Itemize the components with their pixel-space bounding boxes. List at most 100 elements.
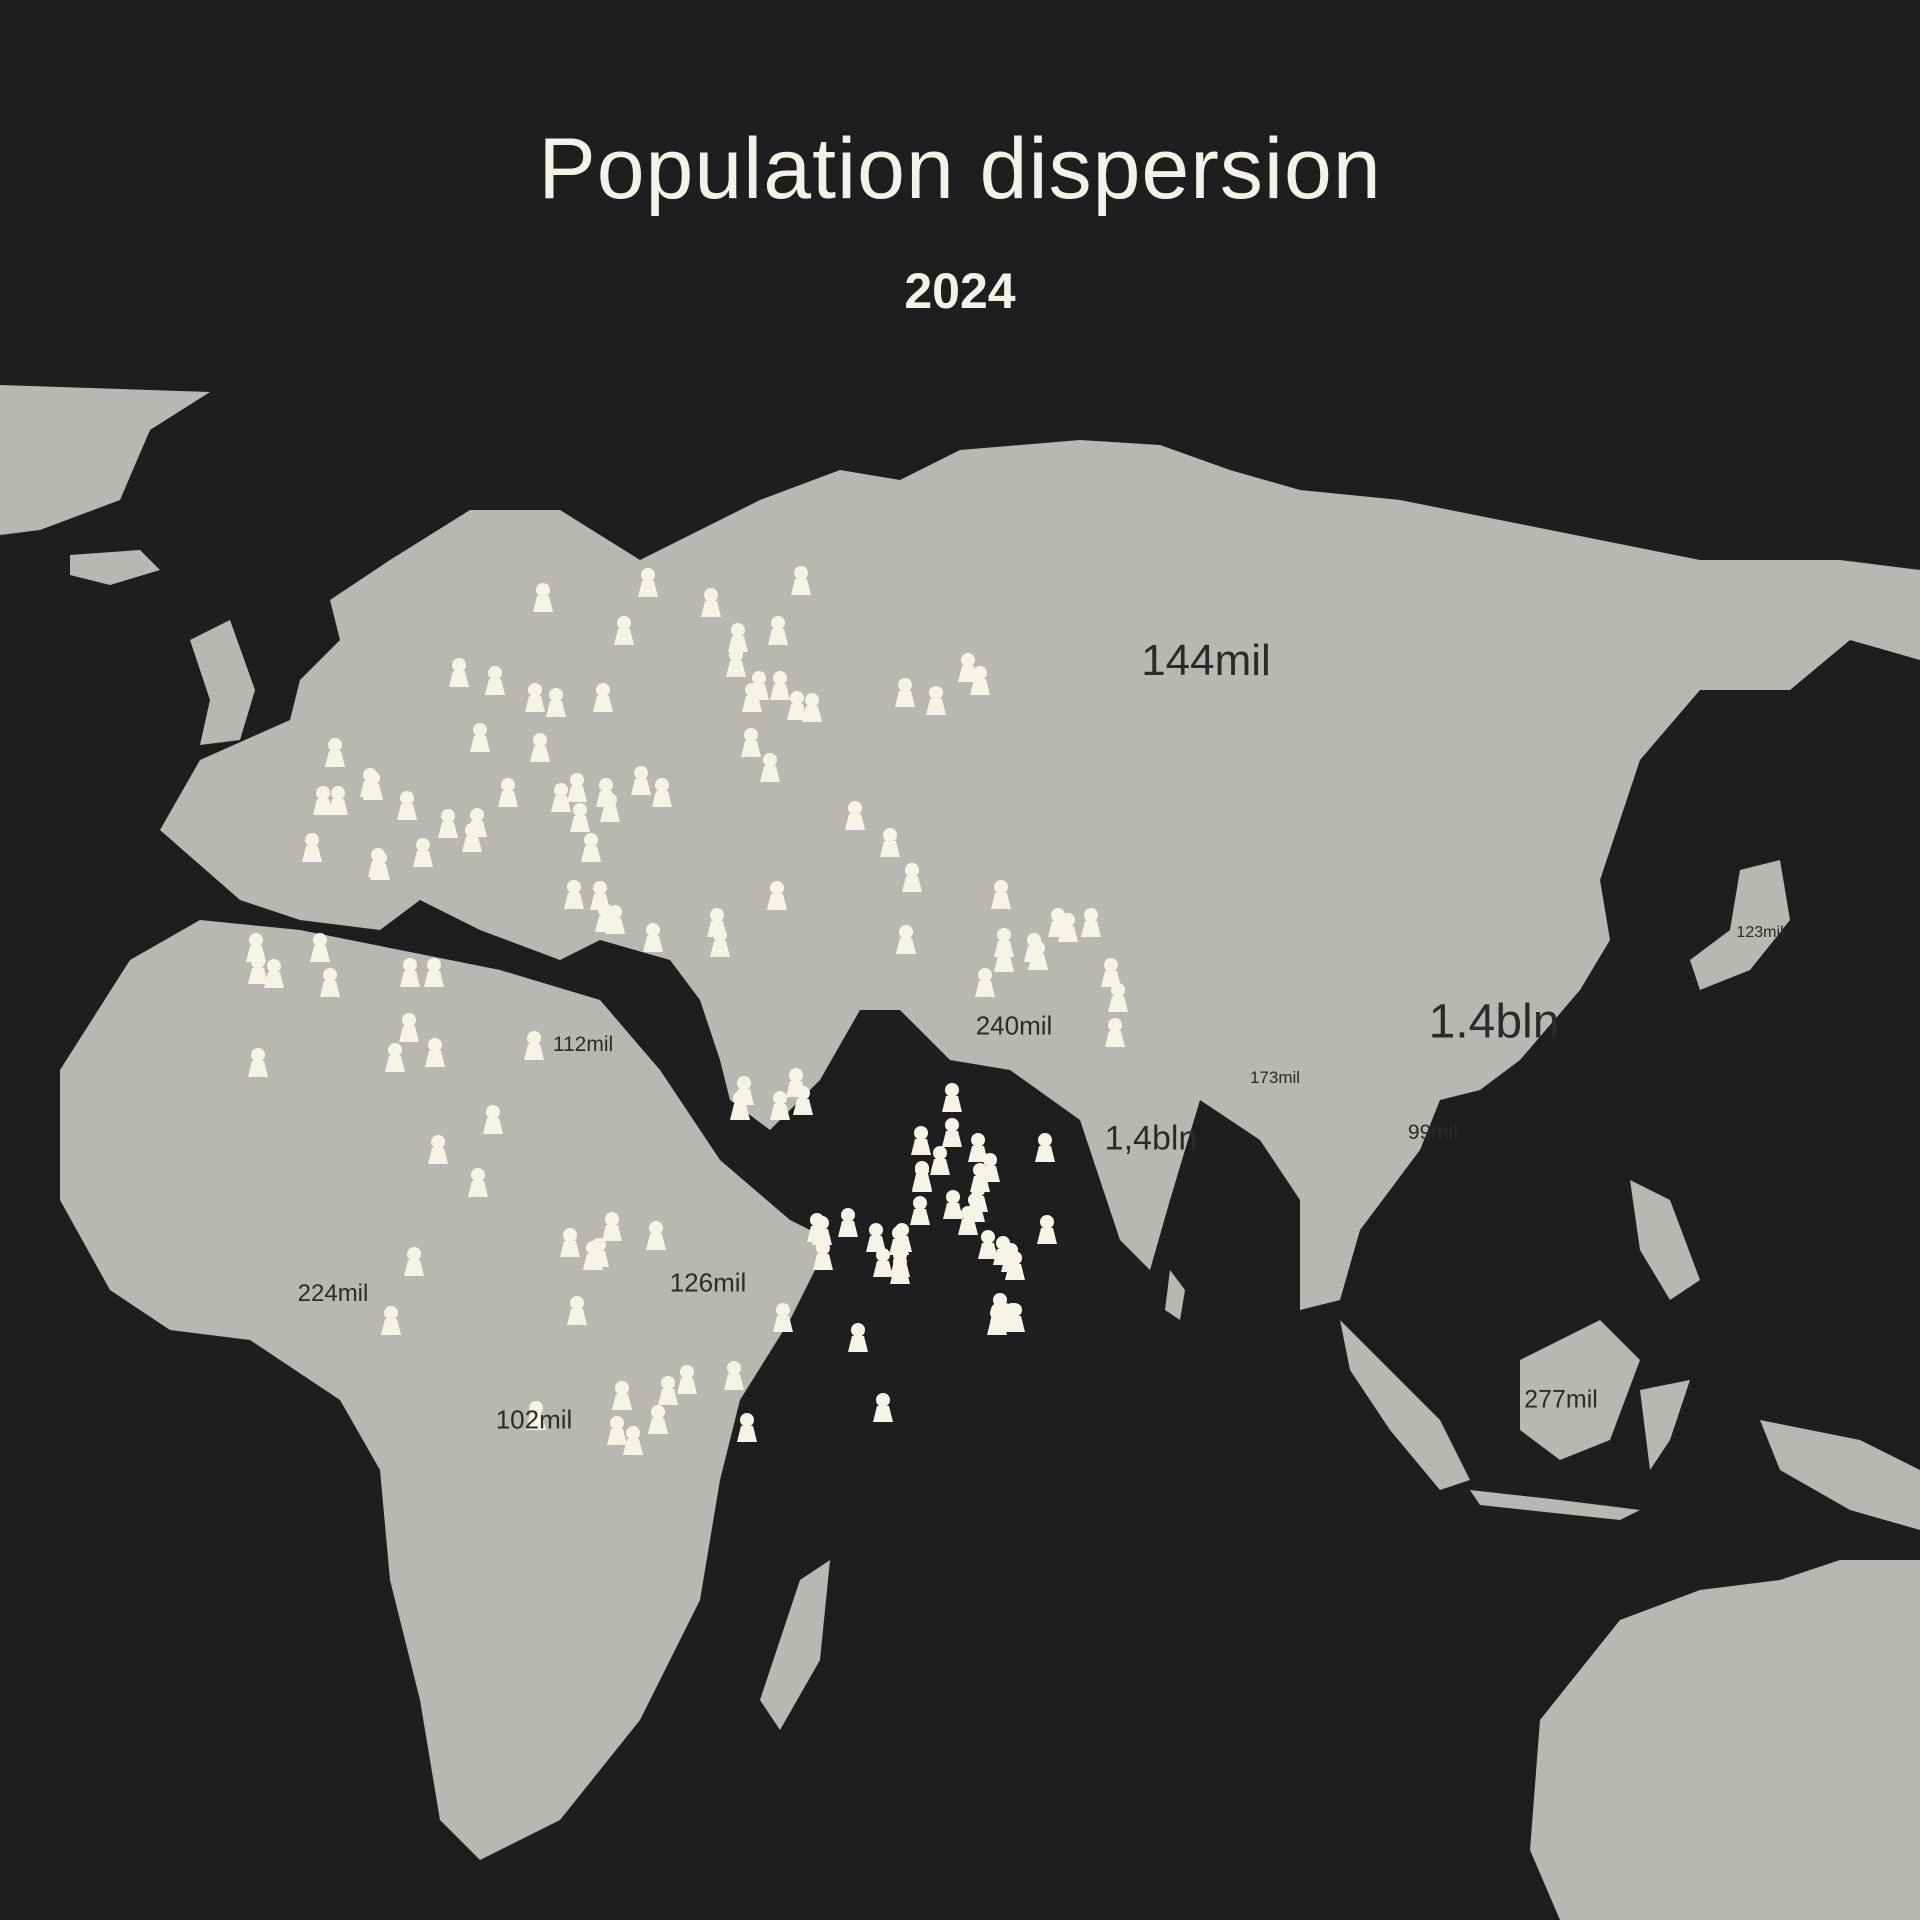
map-year: 2024 <box>904 263 1016 319</box>
person-pin-icon <box>385 1043 405 1072</box>
person-pin-icon <box>880 828 900 857</box>
person-pin-icon <box>910 1196 930 1225</box>
person-pin-icon <box>310 933 330 962</box>
person-pin-icon <box>648 1405 668 1434</box>
region-population-label: 240mil <box>975 1010 1053 1041</box>
map-title: Population dispersion <box>538 121 1382 217</box>
person-pin-icon <box>652 778 672 807</box>
person-pin-icon <box>524 1031 544 1060</box>
person-pin-icon <box>425 1038 445 1067</box>
iceland <box>70 550 160 585</box>
person-pin-icon <box>658 1376 678 1405</box>
person-pin-icon <box>1037 1215 1057 1244</box>
person-pin-icon <box>990 1293 1010 1322</box>
person-pin-icon <box>570 803 590 832</box>
person-pin-icon <box>965 1193 985 1222</box>
person-pin-icon <box>600 793 620 822</box>
person-pin-icon <box>791 566 811 595</box>
person-pin-icon <box>930 1146 950 1175</box>
person-pin-icon <box>787 691 807 720</box>
person-pin-icon <box>701 588 721 617</box>
person-pin-icon <box>248 1048 268 1077</box>
person-pin-icon <box>970 666 990 695</box>
person-pin-icon <box>813 1241 833 1270</box>
person-pin-icon <box>533 583 553 612</box>
person-pin-icon <box>363 771 383 800</box>
greenland <box>0 385 210 535</box>
region-population-label: 123mil <box>1736 924 1784 941</box>
person-pin-icon <box>741 728 761 757</box>
person-pin-icon <box>1028 941 1048 970</box>
region-population-label: 102mil <box>495 1404 573 1435</box>
new-guinea <box>1760 1420 1920 1530</box>
person-pin-icon <box>530 733 550 762</box>
person-pin-icon <box>583 1241 603 1270</box>
person-pin-icon <box>438 809 458 838</box>
person-pin-icon <box>890 1255 910 1284</box>
philippines <box>1630 1180 1700 1300</box>
person-pin-icon <box>567 1296 587 1325</box>
person-pin-icon <box>912 1163 932 1192</box>
person-pin-icon <box>767 881 787 910</box>
person-pin-icon <box>462 823 482 852</box>
person-pin-icon <box>551 783 571 812</box>
person-pin-icon <box>991 880 1011 909</box>
borneo <box>1520 1320 1640 1460</box>
region-population-label: 112mil <box>552 1033 614 1056</box>
region-population-label: 173mil <box>1249 1068 1301 1087</box>
madagascar <box>760 1560 830 1730</box>
land-masses <box>0 385 1920 1920</box>
person-pin-icon <box>911 1126 931 1155</box>
person-pin-icon <box>1058 913 1078 942</box>
person-pin-icon <box>749 671 769 700</box>
person-pin-icon <box>942 1083 962 1112</box>
person-pin-icon <box>848 1323 868 1352</box>
person-pin-icon <box>248 955 268 984</box>
person-pin-icon <box>320 968 340 997</box>
region-population-label: 126mil <box>669 1267 747 1298</box>
person-pin-icon <box>546 688 566 717</box>
person-pin-icon <box>413 838 433 867</box>
person-pin-icon <box>978 1230 998 1259</box>
person-pin-icon <box>802 693 822 722</box>
person-pin-icon <box>866 1223 886 1252</box>
japan <box>1690 860 1790 990</box>
person-pin-icon <box>525 683 545 712</box>
person-pin-icon <box>428 1135 448 1164</box>
person-pin-icon <box>607 1416 627 1445</box>
person-pin-icon <box>325 738 345 767</box>
person-pin-icon <box>1108 983 1128 1012</box>
person-pin-icon <box>612 1381 632 1410</box>
region-population-label: 99mil <box>1407 1121 1459 1144</box>
person-pin-icon <box>623 1426 643 1455</box>
person-pin-icon <box>724 1361 744 1390</box>
person-pin-icon <box>942 1118 962 1147</box>
person-pin-icon <box>773 1303 793 1332</box>
person-pin-icon <box>975 968 995 997</box>
person-pin-icon <box>1035 1133 1055 1162</box>
person-pin-icon <box>397 791 417 820</box>
person-pin-icon <box>892 1223 912 1252</box>
europe-asia <box>160 440 1920 1310</box>
person-pin-icon <box>564 880 584 909</box>
person-pin-icon <box>710 928 730 957</box>
region-population-label: 144mil <box>1141 636 1271 685</box>
person-pin-icon <box>498 778 518 807</box>
region-population-label: 1,4bln <box>1104 1119 1198 1158</box>
person-pin-icon <box>760 753 780 782</box>
person-pin-icon <box>1005 1251 1025 1280</box>
person-pin-icon <box>896 925 916 954</box>
person-pin-icon <box>400 958 420 987</box>
person-pin-icon <box>424 958 444 987</box>
person-pin-icon <box>728 623 748 652</box>
person-pin-icon <box>581 833 601 862</box>
australia <box>1530 1560 1920 1920</box>
person-pin-icon <box>370 851 390 880</box>
person-pin-icon <box>677 1365 697 1394</box>
person-pin-icon <box>638 568 658 597</box>
region-population-label: 277mil <box>1524 1385 1598 1414</box>
person-pin-icon <box>793 1086 813 1115</box>
person-pin-icon <box>485 666 505 695</box>
sumatra <box>1340 1320 1470 1490</box>
